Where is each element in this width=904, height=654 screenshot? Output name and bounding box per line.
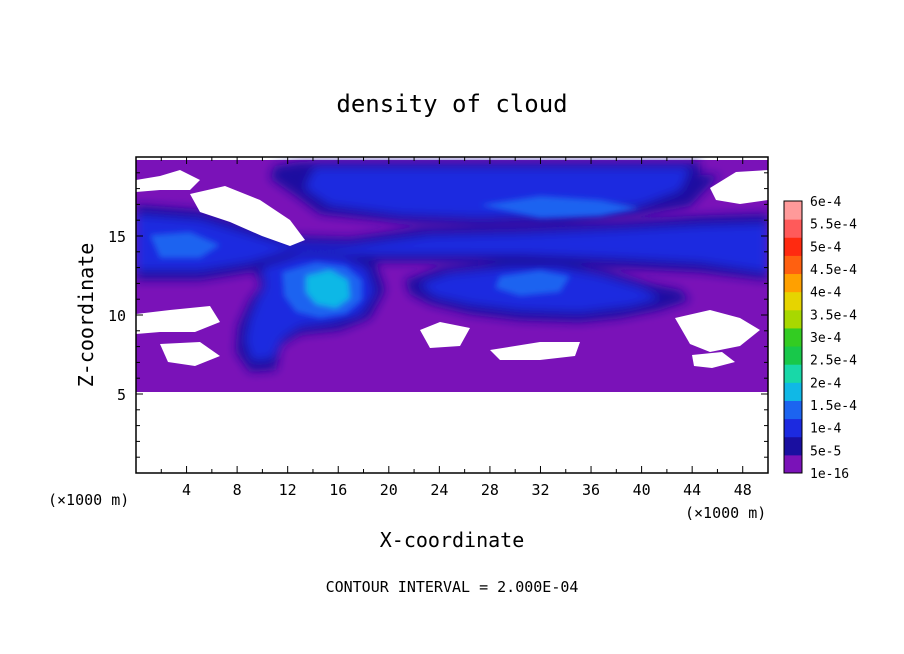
x-unit-right: (×1000 m) xyxy=(685,504,766,522)
x-tick-label: 24 xyxy=(430,481,448,499)
x-tick-label: 8 xyxy=(233,481,242,499)
colorbar-swatch xyxy=(784,201,802,220)
colorbar: 1e-16 5e-5 1e-4 1.5e-4 2e-4 2.5e-4 3e-4 3.5e-4 4… xyxy=(783,195,857,482)
colorbar-label: 1e-16 xyxy=(810,467,849,482)
colorbar-swatch xyxy=(784,255,802,275)
clear-air-lower xyxy=(136,392,768,473)
x-tick-label: 44 xyxy=(683,481,701,499)
x-axis-label: X-coordinate xyxy=(380,528,525,552)
y-tick-label: 5 xyxy=(117,386,126,404)
x-tick-label: 20 xyxy=(380,481,398,499)
band-core-mid xyxy=(150,232,220,258)
y-tick-label: 10 xyxy=(108,307,126,325)
colorbar-swatch xyxy=(784,436,802,456)
colorbar-swatch xyxy=(784,219,802,238)
mid-band-blue xyxy=(136,215,768,272)
x-tick-label: 12 xyxy=(279,481,297,499)
upper-core-mid xyxy=(480,196,640,218)
y-axis-label: Z-coordinate xyxy=(74,243,98,388)
x-unit-left: (×1000 m) xyxy=(48,491,129,509)
plot-area xyxy=(136,157,768,473)
contour-interval-note: CONTOUR INTERVAL = 2.000E-04 xyxy=(326,578,579,596)
colorbar-swatch xyxy=(784,291,802,311)
colorbar-swatch xyxy=(784,273,802,293)
colorbar-swatch xyxy=(784,364,802,383)
x-tick-label: 32 xyxy=(531,481,549,499)
colorbar-swatch xyxy=(784,400,802,420)
colorbar-label: 2e-4 xyxy=(810,376,841,391)
x-tick-label: 36 xyxy=(582,481,600,499)
colorbar-label: 1.5e-4 xyxy=(810,399,857,414)
y-axis: 5 10 15 xyxy=(108,172,768,458)
colorbar-label: 6e-4 xyxy=(810,195,841,210)
y-tick-label: 15 xyxy=(108,228,126,246)
colorbar-swatch xyxy=(784,418,802,438)
colorbar-label: 4.5e-4 xyxy=(810,263,857,278)
colorbar-label: 2.5e-4 xyxy=(810,354,857,369)
colorbar-swatch xyxy=(784,237,802,256)
colorbar-frame xyxy=(783,200,803,474)
x-tick-label: 48 xyxy=(734,481,752,499)
x-tick-label: 40 xyxy=(633,481,651,499)
chart-title: density of cloud xyxy=(336,90,567,118)
lobe-core-mid xyxy=(495,270,570,296)
colorbar-swatch xyxy=(784,309,802,329)
colorbar-swatch xyxy=(784,327,802,347)
x-tick-label: 16 xyxy=(329,481,347,499)
colorbar-label: 3e-4 xyxy=(810,331,841,346)
x-tick-label: 28 xyxy=(481,481,499,499)
colorbar-label: 5e-4 xyxy=(810,240,841,255)
colorbar-swatch xyxy=(784,346,802,365)
plume-core-peak xyxy=(306,270,350,308)
colorbar-label: 5.5e-4 xyxy=(810,218,857,233)
x-axis: 4 8 12 16 20 24 28 32 36 40 44 48 xyxy=(160,157,752,499)
clear-air-gaps xyxy=(136,170,768,368)
colorbar-swatch xyxy=(784,454,802,474)
colorbar-label: 1e-4 xyxy=(810,422,841,437)
x-tick-label: 4 xyxy=(182,481,191,499)
colorbar-label: 4e-4 xyxy=(810,286,841,301)
colorbar-label: 5e-5 xyxy=(810,444,841,459)
colorbar-swatch xyxy=(784,382,802,401)
colorbar-label: 3.5e-4 xyxy=(810,308,857,323)
